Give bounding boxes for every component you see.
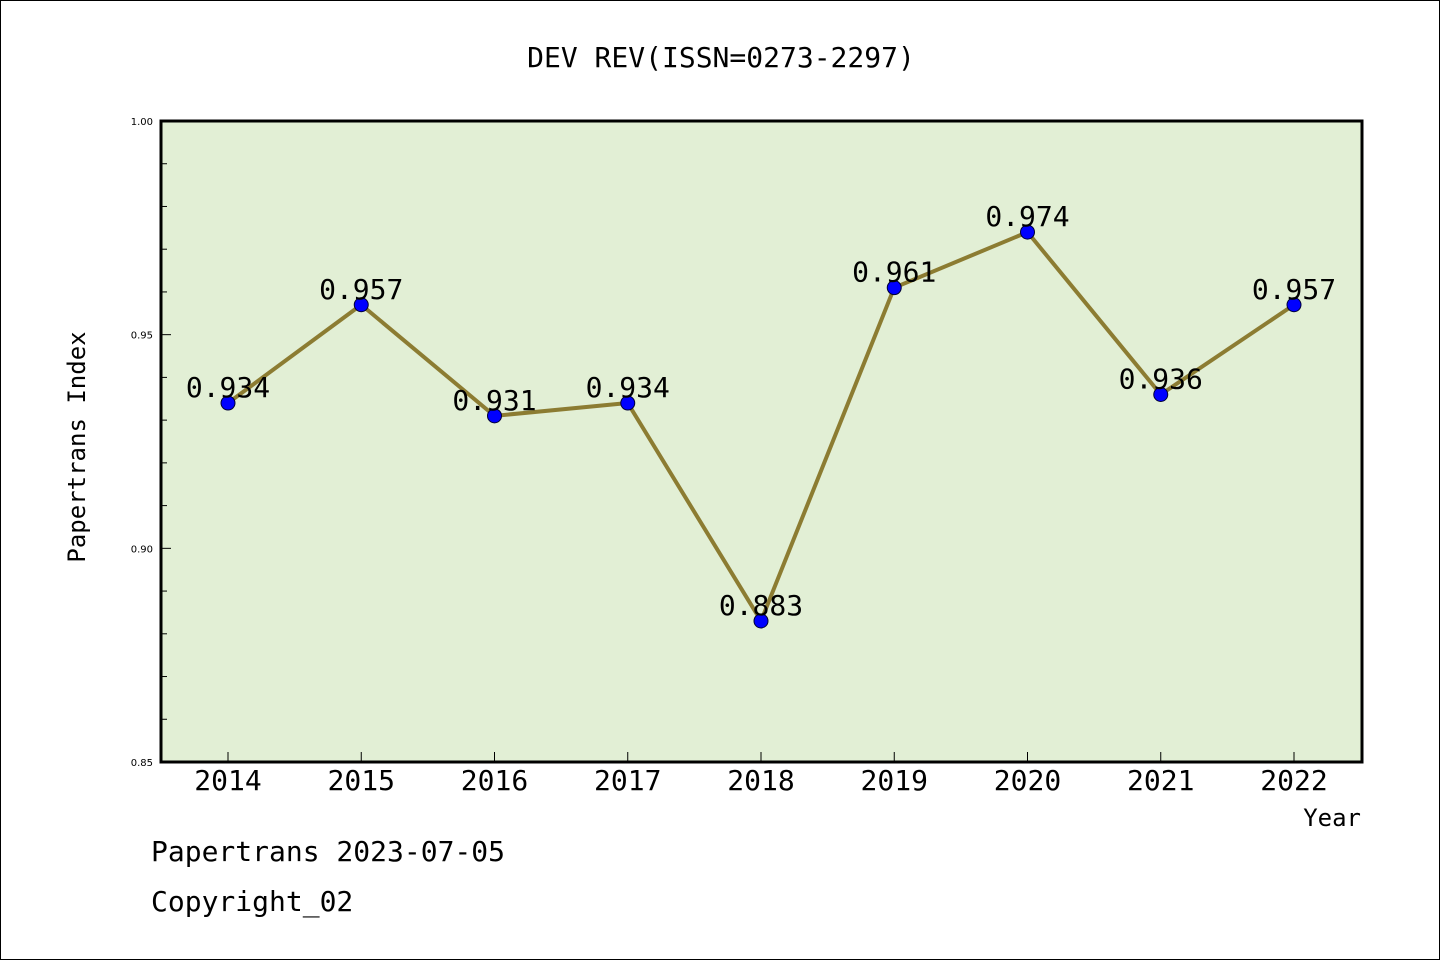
series-layer: 0.934 0.957 0.931 0.934 0.883 0.961 0.974 0.936… <box>186 200 1336 629</box>
chart-title: DEV REV(ISSN=0273-2297) <box>527 41 915 74</box>
y-tick-label: 1.00 <box>131 117 153 128</box>
y-tick-label: 0.90 <box>131 544 153 555</box>
data-label: 0.934 <box>586 371 670 404</box>
data-point <box>1286 297 1302 313</box>
x-tick-label: 2016 <box>461 764 528 797</box>
data-point <box>1153 386 1169 402</box>
data-label: 0.936 <box>1119 362 1203 395</box>
x-tick-label: 2018 <box>727 764 794 797</box>
y-axis-label: Papertrans Index <box>63 331 91 562</box>
plot-area <box>159 119 1364 764</box>
data-label: 0.961 <box>852 256 936 289</box>
x-tick-label: 2022 <box>1260 764 1327 797</box>
footer-date: Papertrans 2023-07-05 <box>151 835 506 868</box>
data-point <box>620 395 636 411</box>
data-point <box>353 297 369 313</box>
data-label: 0.974 <box>985 200 1069 233</box>
x-tick-label: 2017 <box>594 764 661 797</box>
x-tick-label: 2020 <box>994 764 1061 797</box>
data-point <box>753 613 769 629</box>
data-point <box>886 280 902 296</box>
x-tick-label: 2015 <box>328 764 395 797</box>
data-label: 0.957 <box>1252 273 1336 306</box>
x-axis: 2014 2015 2016 2017 2018 2019 2020 2021 2022 <box>194 752 1328 797</box>
x-tick-label: 2019 <box>861 764 928 797</box>
data-point <box>1020 224 1035 240</box>
data-point <box>220 395 236 411</box>
data-label: 0.931 <box>452 384 536 417</box>
data-label: 0.883 <box>719 589 803 622</box>
x-axis-label: Year <box>1303 804 1361 832</box>
x-tick-label: 2014 <box>194 764 261 797</box>
data-point <box>487 408 502 424</box>
y-tick-label: 0.85 <box>131 758 153 769</box>
y-tick-label: 0.95 <box>131 331 153 342</box>
x-tick-label: 2021 <box>1127 764 1194 797</box>
y-axis: 0.85 0.90 0.95 1.00 <box>131 117 171 769</box>
data-label: 0.957 <box>319 273 403 306</box>
data-label: 0.934 <box>186 371 270 404</box>
footer-copyright: Copyright_02 <box>151 885 354 918</box>
